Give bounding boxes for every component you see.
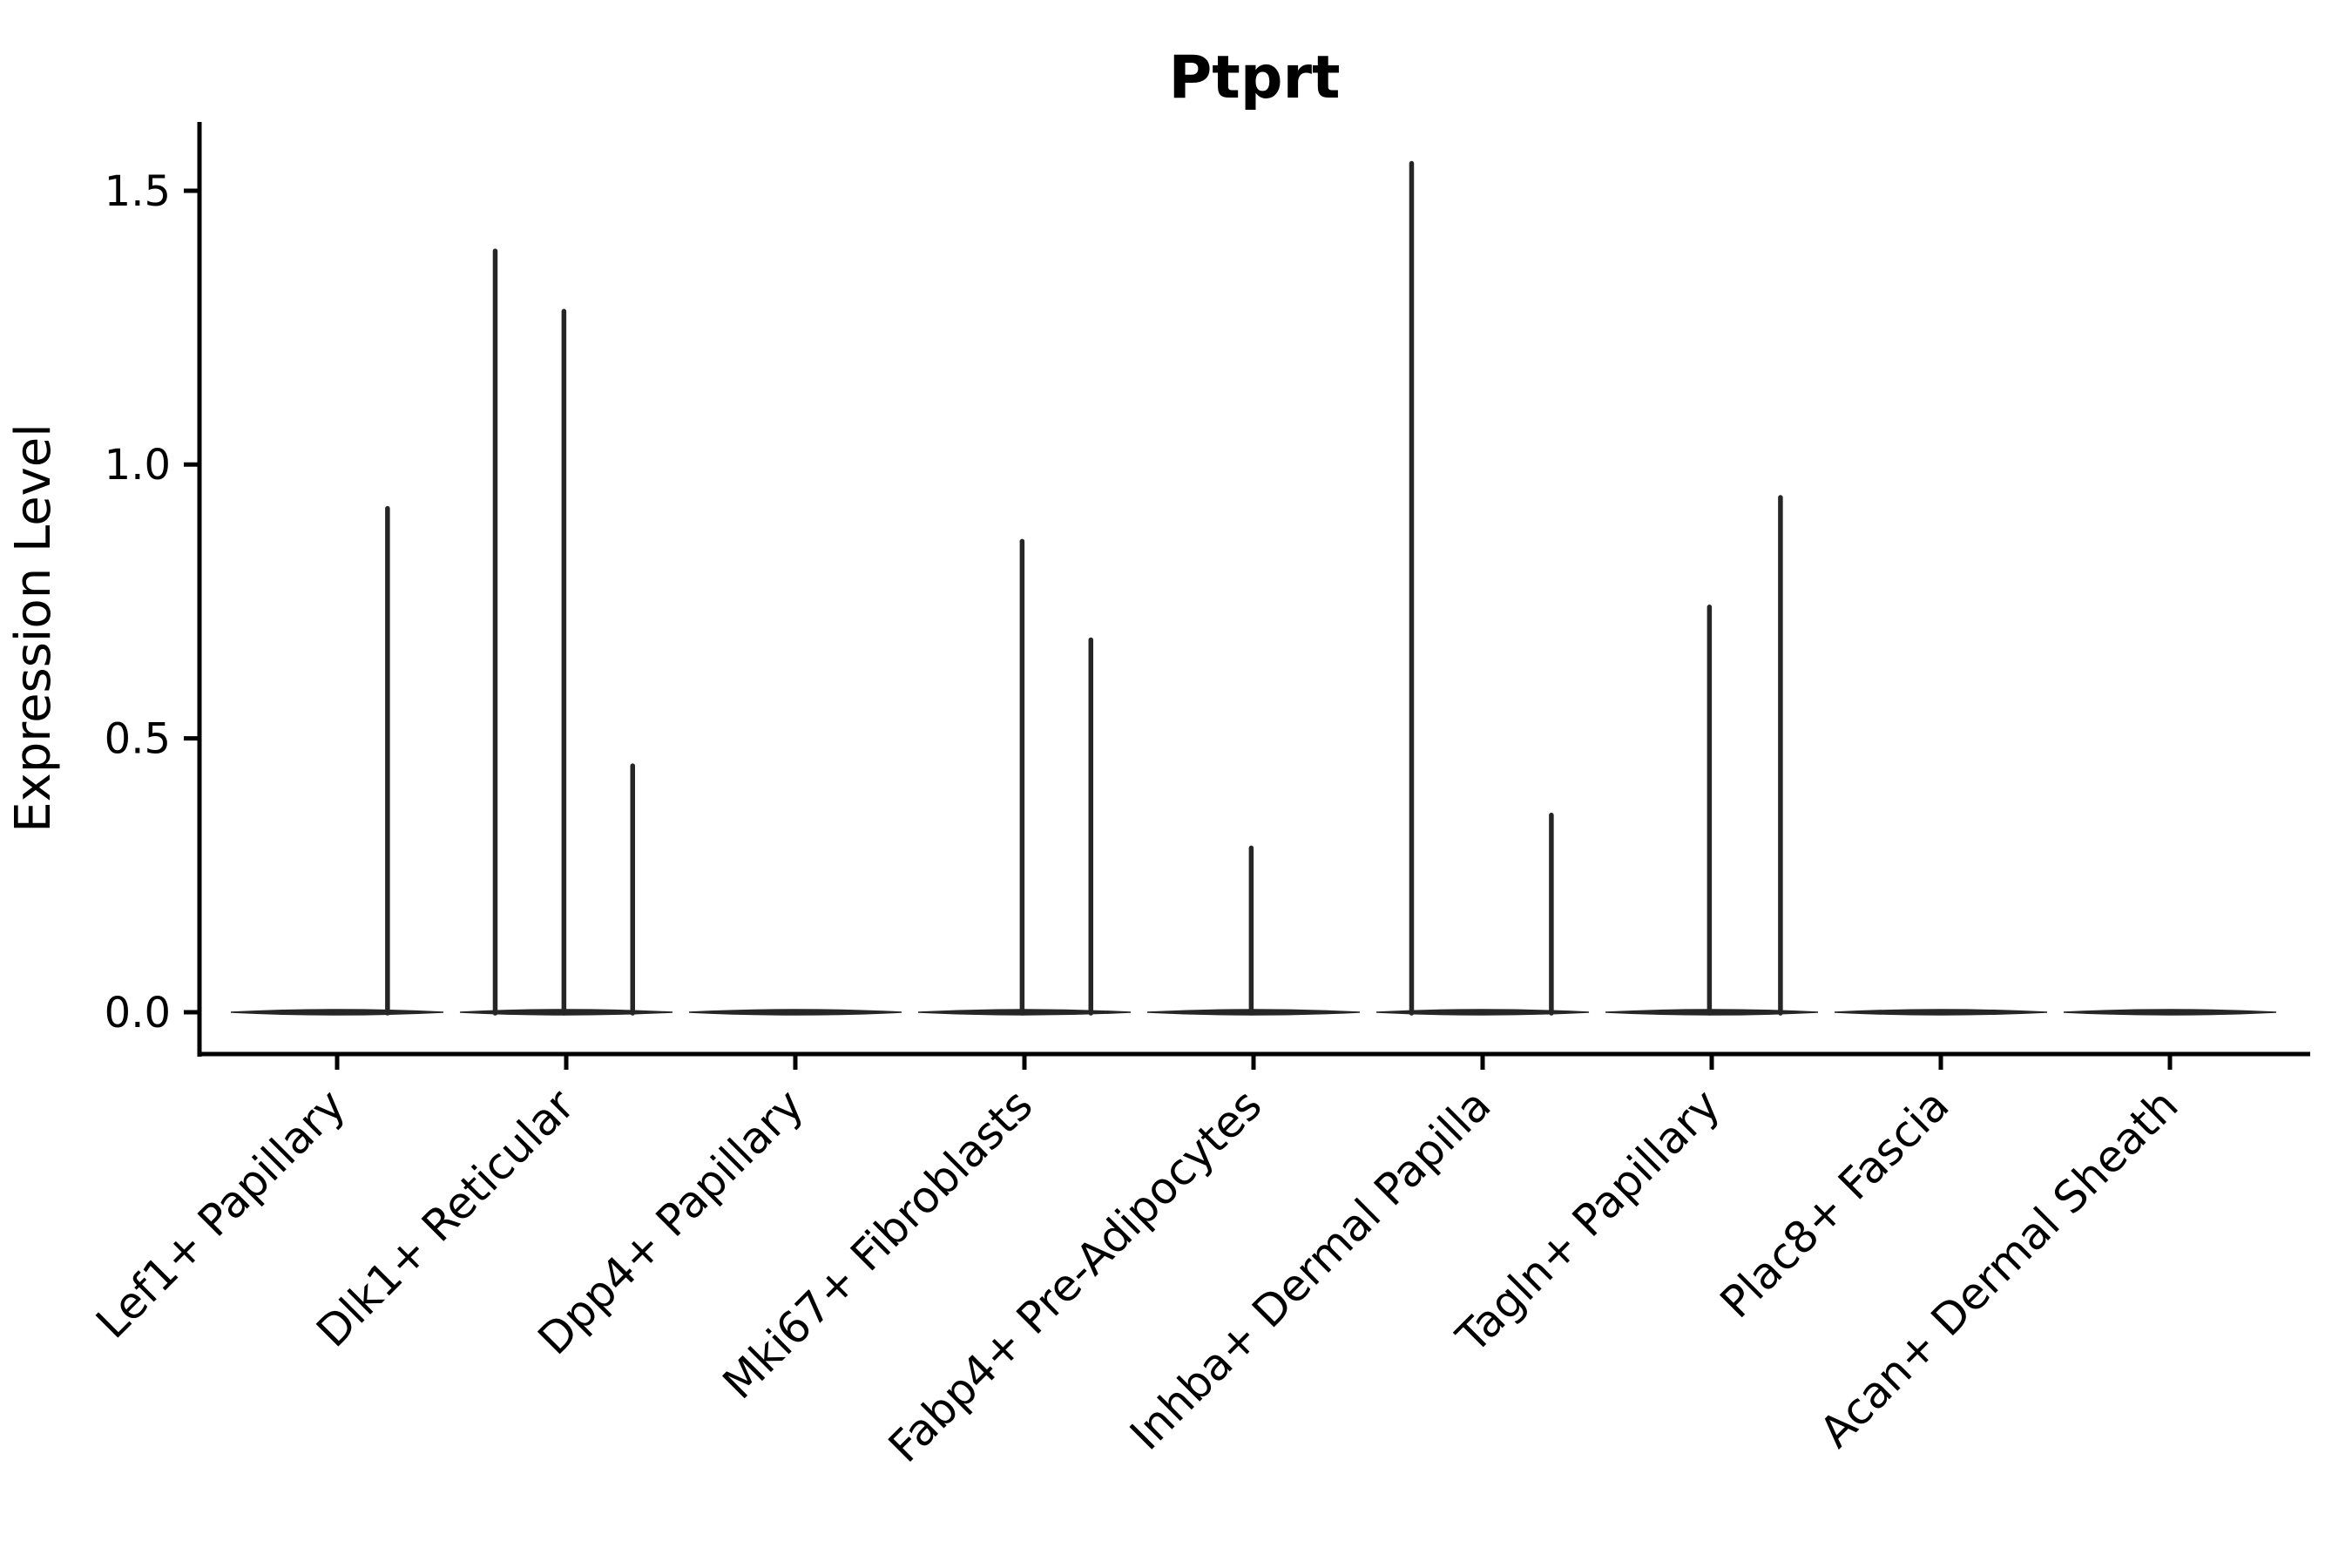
y-axis-ticks: 0.0 0.5 1.0 1.5 xyxy=(105,167,199,1037)
y-tick-label: 0.5 xyxy=(105,714,171,763)
violin-baseline xyxy=(2063,1009,2277,1016)
violin-fabp4-pre-adipocytes xyxy=(1146,845,1361,1016)
violin-baseline xyxy=(1375,1009,1590,1016)
x-category-label: Fabp4+ Pre-Adipocytes xyxy=(879,1079,1272,1472)
violin-dpp4-papillary xyxy=(688,1009,902,1016)
y-tick-label: 1.0 xyxy=(105,441,171,490)
x-category-label: Lef1+ Papillary xyxy=(86,1079,355,1348)
violin-inhba-dermal-papilla xyxy=(1375,160,1590,1016)
violin-plac8-fascia xyxy=(1834,1009,2048,1016)
y-axis-label: Expression Level xyxy=(5,423,62,833)
violin-series xyxy=(230,160,2277,1016)
chart-title: Ptprt xyxy=(1168,44,1340,112)
violin-lef1-papillary xyxy=(230,505,444,1016)
y-tick-label: 1.5 xyxy=(105,167,171,216)
x-category-label: Plac8+ Fascia xyxy=(1711,1079,1959,1328)
violin-acan-dermal-sheath xyxy=(2063,1009,2277,1016)
violin-baseline xyxy=(1834,1009,2048,1016)
y-tick-label: 0.0 xyxy=(105,989,171,1037)
x-axis-ticks xyxy=(335,1054,2173,1070)
violin-baseline xyxy=(230,1009,444,1016)
violin-dlk1-reticular xyxy=(459,248,673,1016)
axes-spines xyxy=(197,122,2310,1057)
violin-tagln-papillary xyxy=(1605,495,1819,1016)
violin-baseline xyxy=(688,1009,902,1016)
violin-mki67-fibroblasts xyxy=(917,538,1132,1016)
